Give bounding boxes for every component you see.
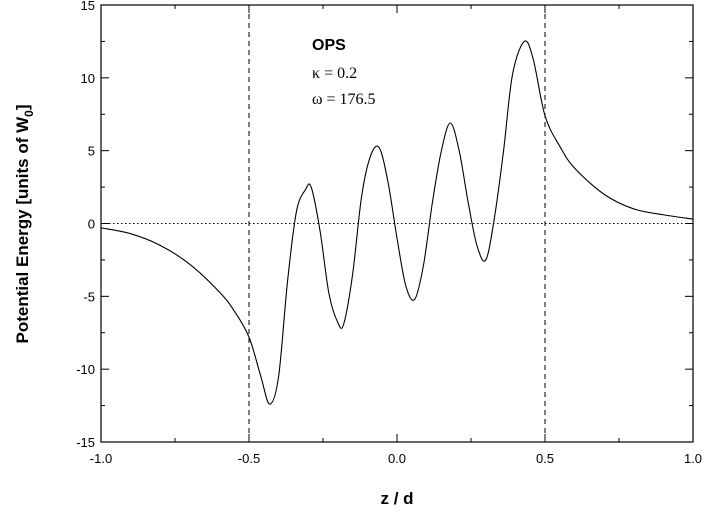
x-axis-title: z / d [380,489,413,508]
y-axis-title-subscript: 0 [22,110,36,117]
x-tick-label: 0.0 [388,451,406,466]
y-tick-labels: -15 -10 -5 0 5 10 15 [76,0,95,450]
x-tick-label: 0.5 [536,451,554,466]
axis-ticks [100,4,694,443]
x-tick-label: -1.0 [90,451,112,466]
y-axis-title-end: ] [13,104,32,110]
x-tick-label: -0.5 [238,451,260,466]
reference-lines [101,5,693,442]
annotation-ops: OPS [312,37,346,54]
potential-energy-curve [100,40,694,405]
annotation-omega: ω = 176.5 [312,91,376,108]
y-tick-label: 0 [88,217,95,232]
y-tick-label: 5 [88,144,95,159]
y-tick-label: 15 [81,0,95,13]
x-tick-labels: -1.0 -0.5 0.0 0.5 1.0 [90,451,702,466]
y-axis-title-main: Potential Energy [units of W [13,116,32,344]
y-tick-label: -10 [76,362,95,377]
y-tick-label: -5 [83,289,95,304]
annotation-kappa: κ = 0.2 [312,65,357,82]
x-tick-label: 1.0 [684,451,702,466]
y-axis-title: Potential Energy [units of W0] [13,104,36,343]
y-tick-label: 10 [81,71,95,86]
y-tick-label: -15 [76,435,95,450]
